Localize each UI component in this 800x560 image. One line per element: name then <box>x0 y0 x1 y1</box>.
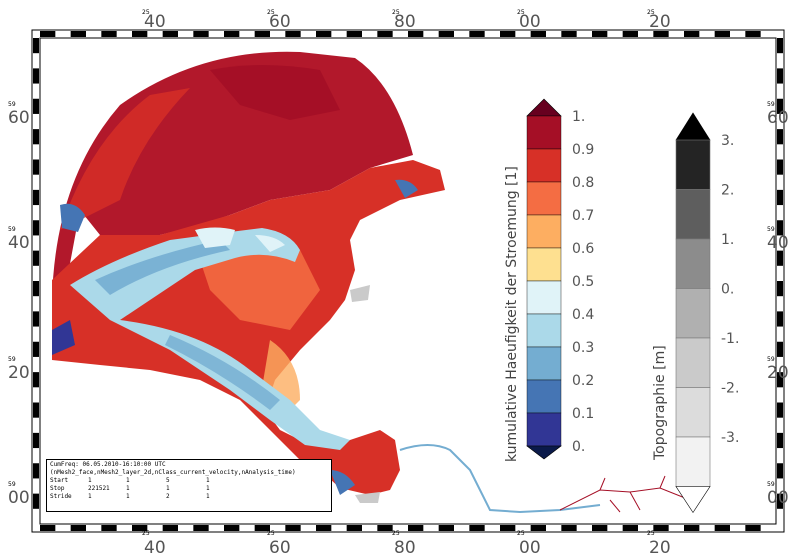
flow-colorbar-tick: 0.4 <box>572 307 594 323</box>
map-border <box>31 29 785 533</box>
topo-colorbar-under-triangle <box>675 486 711 514</box>
flow-colorbar-tick: 0.9 <box>572 142 594 158</box>
topography-colorbar-title: Topographie [m] <box>652 345 668 461</box>
topo-colorbar-tick: 2. <box>721 183 734 199</box>
flow-colorbar-segment <box>526 115 562 150</box>
info-line-2: (nMesh2_face,nMesh2_layer_2d,nClass_curr… <box>50 469 296 476</box>
x-tick-major: 20 <box>649 12 671 32</box>
x-tick-minor: 25 <box>647 530 655 537</box>
flow-colorbar-segment <box>526 214 562 249</box>
y-tick-major: 00 <box>8 488 30 508</box>
river-upstream <box>399 444 601 514</box>
flow-colorbar-tick: 0.8 <box>572 175 594 191</box>
topo-colorbar-segment <box>675 436 711 487</box>
y-tick-major: 00 <box>767 488 789 508</box>
topo-colorbar-segment <box>675 337 711 388</box>
x-tick-major: 20 <box>649 538 671 558</box>
y-tick-minor: 59 <box>8 226 16 233</box>
flow-colorbar-segment <box>526 247 562 282</box>
flow-colorbar-segment <box>526 148 562 183</box>
x-tick-major: 40 <box>144 12 166 32</box>
x-tick-major: 40 <box>144 538 166 558</box>
x-tick-minor: 25 <box>392 530 400 537</box>
flow-colorbar-segment <box>526 313 562 348</box>
x-tick-major: 00 <box>519 12 541 32</box>
flow-colorbar-under-triangle <box>526 445 562 460</box>
x-tick-major: 60 <box>269 538 291 558</box>
x-tick-major: 80 <box>394 12 416 32</box>
x-tick-major: 60 <box>269 12 291 32</box>
topo-colorbar-tick: 1. <box>721 232 734 248</box>
flow-colorbar-tick: 0.1 <box>572 406 594 422</box>
flow-colorbar-tick: 0.6 <box>572 241 594 257</box>
y-tick-major: 60 <box>767 108 789 128</box>
topo-colorbar-segment <box>675 238 711 289</box>
info-row-start: Start 1 1 5 1 <box>50 477 210 484</box>
y-tick-minor: 59 <box>767 481 775 488</box>
topo-colorbar-tick: 3. <box>721 133 734 149</box>
topo-colorbar-segment <box>675 387 711 438</box>
y-tick-minor: 59 <box>767 101 775 108</box>
flow-colorbar-tick: 0.2 <box>572 373 594 389</box>
y-tick-minor: 59 <box>8 101 16 108</box>
y-tick-major: 40 <box>8 233 30 253</box>
flow-colorbar-segment <box>526 181 562 216</box>
x-tick-minor: 25 <box>517 530 525 537</box>
y-tick-minor: 59 <box>767 226 775 233</box>
flow-colorbar-segment <box>526 280 562 315</box>
topo-colorbar-segment <box>675 189 711 240</box>
y-tick-major: 40 <box>767 233 789 253</box>
info-row-stride: Stride 1 1 2 1 <box>50 493 210 500</box>
flow-colorbar-labels: 1. 0.9 0.8 0.7 0.6 0.5 0.4 0.3 0.2 0.1 0. <box>572 109 594 455</box>
y-tick-minor: 59 <box>8 481 16 488</box>
x-tick-minor: 25 <box>267 9 275 16</box>
x-tick-minor: 25 <box>517 9 525 16</box>
topo-colorbar-over-triangle <box>675 112 711 141</box>
flow-frequency-map <box>52 51 691 514</box>
topo-colorbar-segment <box>675 139 711 190</box>
flow-colorbar-tick: 0. <box>572 439 585 455</box>
topo-colorbar-tick: -3. <box>721 430 739 446</box>
x-tick-minor: 25 <box>142 9 150 16</box>
x-tick-major: 80 <box>394 538 416 558</box>
topo-colorbar-tick: -2. <box>721 381 739 397</box>
flow-colorbar-segment <box>526 346 562 381</box>
y-tick-major: 60 <box>8 108 30 128</box>
x-tick-minor: 25 <box>267 530 275 537</box>
topography-colorbar <box>675 112 711 514</box>
info-line-1: CumFreq: 06.05.2010-16:10:00 UTC <box>50 461 166 468</box>
topo-colorbar-tick: -1. <box>721 331 739 347</box>
topo-colorbar-segment <box>675 288 711 339</box>
flow-colorbar-segment <box>526 412 562 447</box>
flow-colorbar-tick: 0.5 <box>572 274 594 290</box>
estuary-region <box>52 160 445 495</box>
topography-colorbar-labels: 3. 2. 1. 0. -1. -2. -3. <box>721 133 739 446</box>
flow-colorbar-title: kumulative Haeufigkeit der Stroemung [1] <box>504 166 520 462</box>
flow-colorbar-tick: 0.7 <box>572 208 594 224</box>
flow-colorbar-tick: 0.3 <box>572 340 594 356</box>
x-tick-minor: 25 <box>647 9 655 16</box>
info-row-stop: Stop 221521 1 1 1 <box>50 485 210 492</box>
flow-colorbar-segment <box>526 379 562 414</box>
x-tick-minor: 25 <box>142 530 150 537</box>
topo-colorbar-tick: 0. <box>721 282 734 298</box>
y-tick-minor: 59 <box>8 356 16 363</box>
flow-colorbar <box>526 98 562 460</box>
y-tick-major: 20 <box>8 363 30 383</box>
y-tick-major: 20 <box>767 363 789 383</box>
flow-colorbar-tick: 1. <box>572 109 585 125</box>
flow-colorbar-over-triangle <box>526 98 562 117</box>
main-channel <box>70 228 350 450</box>
x-tick-minor: 25 <box>392 9 400 16</box>
y-tick-minor: 59 <box>767 356 775 363</box>
x-tick-major: 00 <box>519 538 541 558</box>
metadata-info-box: CumFreq: 06.05.2010-16:10:00 UTC (nMesh2… <box>46 459 332 512</box>
